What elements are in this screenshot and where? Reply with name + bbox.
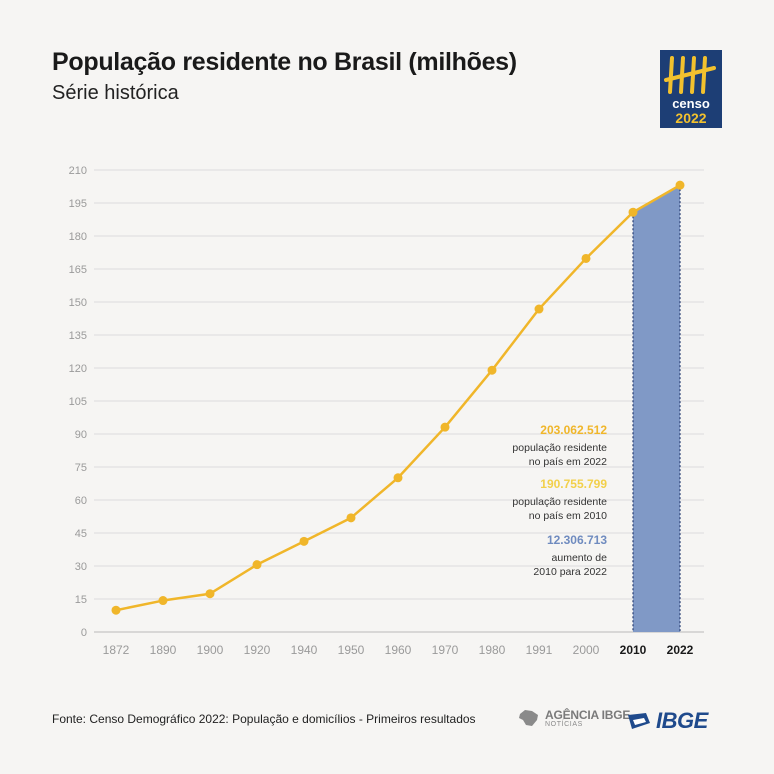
x-tick-label: 1950	[338, 643, 365, 657]
y-tick-label: 165	[69, 264, 87, 276]
y-tick-label: 120	[69, 363, 87, 375]
brazil-map-icon	[519, 710, 538, 726]
y-tick-label: 30	[75, 561, 87, 573]
annotation-text-1: população residente	[512, 442, 607, 454]
agencia-ibge-logo: AGÊNCIA IBGE NOTÍCIAS	[517, 708, 630, 728]
ibge-logo: IBGE	[626, 708, 708, 734]
x-tick-label: 2000	[573, 643, 600, 657]
data-point	[252, 560, 262, 570]
y-tick-label: 210	[69, 165, 87, 177]
y-tick-label: 75	[75, 462, 87, 474]
data-point	[299, 536, 309, 546]
logo-text: censo	[672, 96, 710, 111]
data-point	[534, 304, 544, 314]
logo-year: 2022	[675, 110, 706, 126]
x-tick-label: 1940	[291, 643, 318, 657]
x-tick-label: 1920	[244, 643, 271, 657]
annotation-value: 12.306.713	[547, 533, 607, 547]
x-tick-label: 1900	[197, 643, 224, 657]
highlight-area	[633, 185, 680, 632]
data-point	[675, 180, 685, 190]
annotation-value: 203.062.512	[540, 423, 607, 437]
data-point	[393, 473, 403, 483]
x-tick-labels: 1872 1890 1900 1920 1940 1950 1960 1970 1980 1991…	[103, 643, 694, 657]
data-point	[346, 513, 356, 523]
x-tick-label: 2022	[667, 643, 694, 657]
data-point	[487, 365, 497, 375]
x-tick-label: 1960	[385, 643, 412, 657]
data-points	[111, 180, 685, 615]
chart-title: População residente no Brasil (milhões)	[52, 48, 517, 76]
x-tick-label: 2010	[620, 643, 647, 657]
annotation-text-2: 2010 para 2022	[533, 566, 607, 578]
data-point	[628, 207, 638, 217]
y-tick-label: 195	[69, 198, 87, 210]
y-tick-label: 180	[69, 231, 87, 243]
y-tick-label: 90	[75, 429, 87, 441]
x-tick-label: 1991	[526, 643, 553, 657]
x-tick-label: 1872	[103, 643, 130, 657]
data-point	[111, 605, 121, 615]
chart-subtitle: Série histórica	[52, 82, 179, 104]
y-tick-labels: 0 15 30 45 60 75 90 105 120 135 150 165 180 195 210	[69, 165, 87, 639]
x-tick-label: 1970	[432, 643, 459, 657]
ibge-flag-icon	[628, 713, 650, 729]
annotation-text-1: população residente	[512, 496, 607, 508]
data-point	[205, 589, 215, 599]
y-tick-label: 150	[69, 297, 87, 309]
y-tick-label: 105	[69, 396, 87, 408]
y-tick-label: 15	[75, 594, 87, 606]
x-tick-label: 1980	[479, 643, 506, 657]
agencia-bottom-text: NOTÍCIAS	[545, 720, 583, 728]
y-tick-label: 45	[75, 528, 87, 540]
data-point	[440, 422, 450, 432]
censo-2022-logo: censo 2022	[660, 50, 722, 128]
agencia-top-text: AGÊNCIA IBGE	[545, 707, 631, 722]
y-tick-label: 60	[75, 495, 87, 507]
data-point	[581, 253, 591, 263]
grid-lines	[94, 169, 704, 633]
annotation-text-1: aumento de	[552, 552, 608, 564]
highlight-band	[632, 185, 681, 632]
annotation-text-2: no país em 2010	[529, 510, 607, 522]
data-point	[158, 596, 168, 606]
y-tick-label: 135	[69, 330, 87, 342]
annotations: 203.062.512 população residente no país em…	[512, 423, 607, 578]
source-note: Fonte: Censo Demográfico 2022: População…	[52, 712, 476, 726]
y-tick-label: 0	[81, 627, 87, 639]
ibge-text: IBGE	[656, 708, 708, 733]
x-tick-label: 1890	[150, 643, 177, 657]
annotation-value: 190.755.799	[540, 477, 607, 491]
annotation-text-2: no país em 2022	[529, 456, 607, 468]
